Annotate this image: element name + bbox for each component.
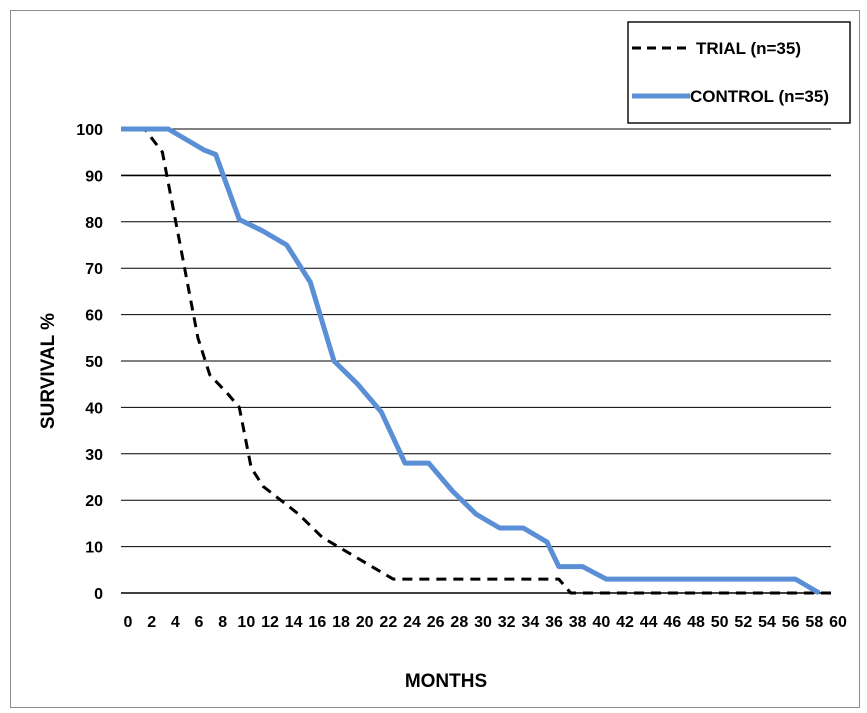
x-tick-label: 52: [734, 614, 752, 631]
y-tick-label: 30: [85, 447, 103, 464]
y-tick-label: 10: [85, 540, 103, 557]
x-tick-label: 20: [356, 614, 374, 631]
x-tick-label: 38: [569, 614, 587, 631]
y-tick-label: 20: [85, 493, 103, 510]
x-tick-label: 42: [616, 614, 634, 631]
y-tick-label: 0: [94, 586, 103, 603]
legend: TRIAL (n=35) CONTROL (n=35): [628, 22, 850, 123]
y-tick-label: 40: [85, 400, 103, 417]
x-tick-label: 50: [711, 614, 729, 631]
x-tick-label: 46: [663, 614, 681, 631]
x-tick-label: 6: [195, 614, 204, 631]
x-tick-label: 36: [545, 614, 563, 631]
x-tick-label: 18: [332, 614, 350, 631]
x-tick-label: 24: [403, 614, 421, 631]
x-tick-label: 58: [805, 614, 823, 631]
y-tick-label: 70: [85, 261, 103, 278]
legend-control-label: CONTROL (n=35): [690, 87, 829, 106]
y-tick-label: 60: [85, 308, 103, 325]
x-tick-label: 54: [758, 614, 776, 631]
y-tick-label: 50: [85, 354, 103, 371]
legend-trial-label: TRIAL (n=35): [696, 39, 801, 58]
y-axis-label: SURVIVAL %: [38, 313, 59, 429]
x-axis-label: MONTHS: [405, 671, 487, 692]
y-tick-label: 90: [85, 168, 103, 185]
x-tick-label: 40: [592, 614, 610, 631]
x-tick-label: 32: [498, 614, 516, 631]
x-tick-label: 48: [687, 614, 705, 631]
legend-box: [628, 22, 850, 123]
x-tick-label: 44: [640, 614, 658, 631]
x-tick-label: 14: [285, 614, 303, 631]
x-tick-label: 26: [427, 614, 445, 631]
y-tick-label: 80: [85, 215, 103, 232]
x-tick-label: 56: [782, 614, 800, 631]
x-tick-label: 60: [829, 614, 847, 631]
x-tick-label: 0: [124, 614, 133, 631]
x-tick-label: 2: [147, 614, 156, 631]
x-tick-label: 12: [261, 614, 279, 631]
x-tick-label: 28: [450, 614, 468, 631]
y-tick-label: 100: [76, 122, 103, 139]
x-tick-label: 10: [237, 614, 255, 631]
x-tick-label: 22: [379, 614, 397, 631]
x-tick-label: 8: [218, 614, 227, 631]
x-tick-label: 30: [474, 614, 492, 631]
x-tick-label: 16: [308, 614, 326, 631]
x-tick-label: 4: [171, 614, 180, 631]
x-tick-label: 34: [521, 614, 539, 631]
